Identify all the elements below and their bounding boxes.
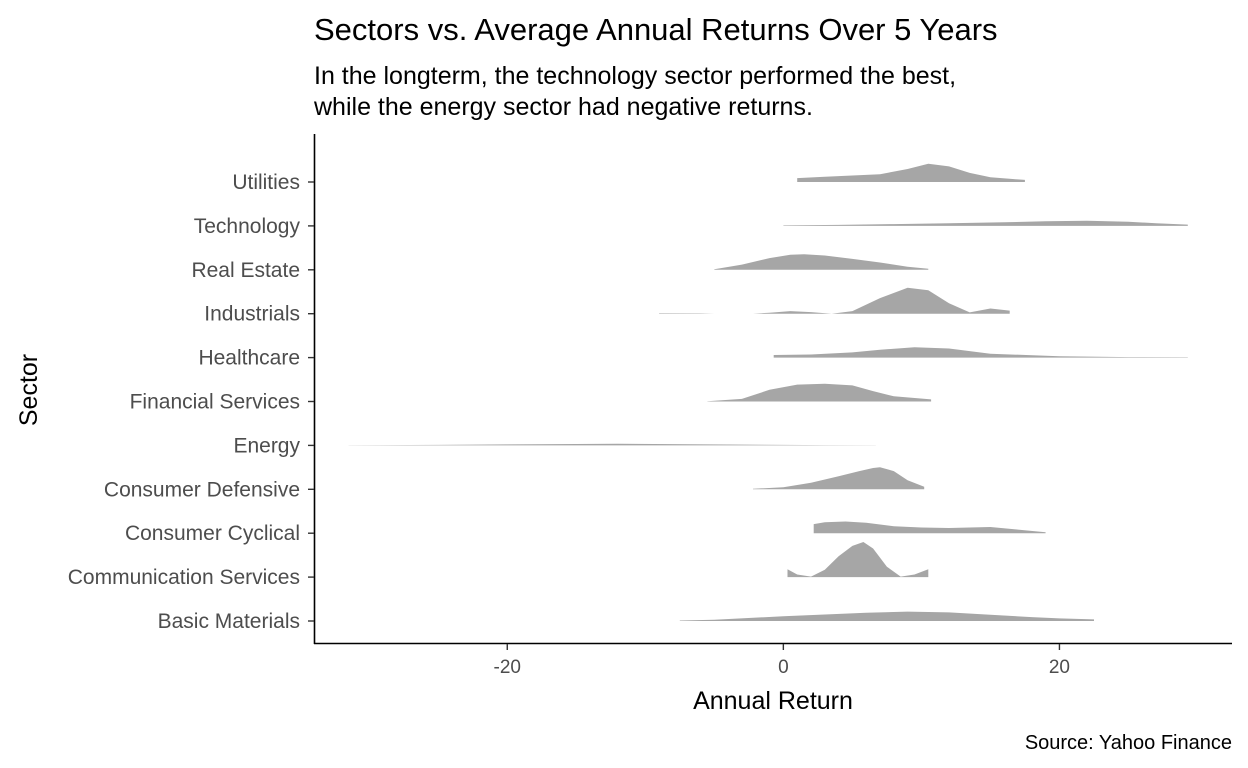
chart-caption: Source: Yahoo Finance <box>1025 732 1232 754</box>
ridge-energy <box>348 443 876 446</box>
ridge-consumer-cyclical <box>813 521 1046 534</box>
chart-subtitle-line-1: In the longterm, the technology sector p… <box>314 62 956 90</box>
y-tick-label-utilities: Utilities <box>232 171 300 194</box>
y-tick-label-energy: Energy <box>233 434 300 457</box>
ridge-real-estate <box>714 254 929 270</box>
x-axis-title: Annual Return <box>693 687 853 715</box>
ridge-technology <box>783 220 1188 226</box>
y-tick-label-communication-services: Communication Services <box>68 566 300 589</box>
x-tick-label: 0 <box>778 657 789 678</box>
chart-subtitle-line-2: while the energy sector had negative ret… <box>313 93 813 121</box>
ridge-utilities <box>797 163 1025 182</box>
ridge-industrials <box>659 287 1010 314</box>
ridge-financial-services <box>707 383 932 402</box>
y-tick-label-real-estate: Real Estate <box>191 259 300 282</box>
ridge-consumer-defensive <box>753 467 925 490</box>
y-tick-label-consumer-defensive: Consumer Defensive <box>104 478 300 501</box>
y-tick-label-technology: Technology <box>194 215 301 238</box>
y-tick-label-healthcare: Healthcare <box>198 347 300 370</box>
x-axis-ticks: -20 0 20 <box>494 644 1070 678</box>
ridge-group <box>348 163 1188 621</box>
y-axis-ticks: Basic Materials Communication Services Con… <box>68 171 314 633</box>
ridge-communication-services <box>787 542 929 578</box>
chart-title: Sectors vs. Average Annual Returns Over … <box>314 12 998 47</box>
ridge-healthcare <box>773 347 1188 358</box>
y-tick-label-consumer-cyclical: Consumer Cyclical <box>125 522 300 545</box>
x-tick-label: 20 <box>1049 657 1070 678</box>
y-tick-label-financial-services: Financial Services <box>130 391 300 414</box>
y-tick-label-industrials: Industrials <box>204 303 300 326</box>
x-tick-label: -20 <box>494 657 521 678</box>
ridge-basic-materials <box>679 611 1094 621</box>
y-tick-label-basic-materials: Basic Materials <box>158 610 300 633</box>
y-axis-title: Sector <box>15 354 43 426</box>
